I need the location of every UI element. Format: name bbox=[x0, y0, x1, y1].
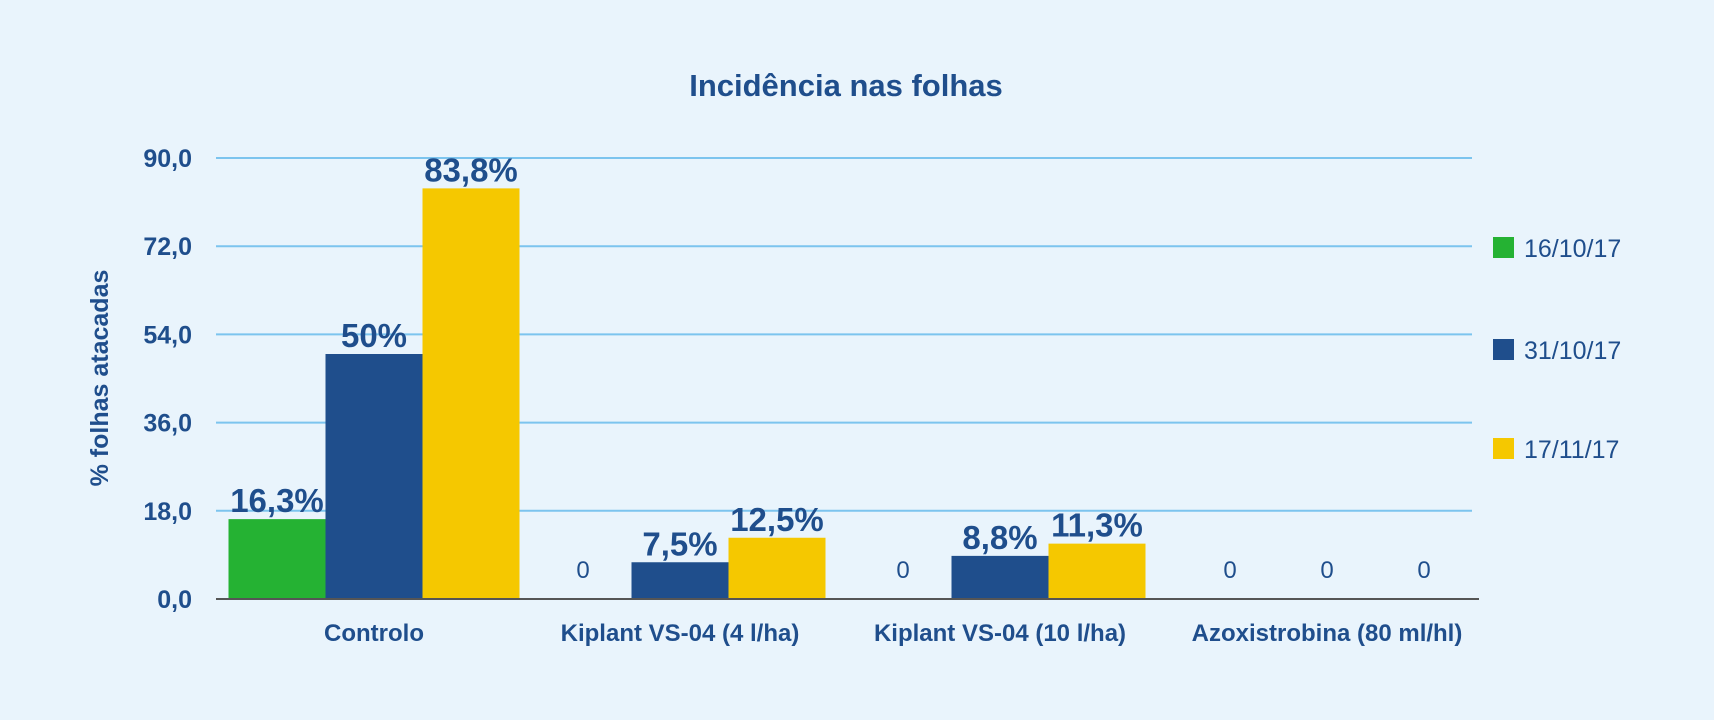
bar bbox=[1048, 543, 1146, 599]
y-tick-label: 36,0 bbox=[143, 410, 192, 438]
bar bbox=[325, 354, 423, 599]
y-tick-label: 0,0 bbox=[157, 586, 192, 614]
y-axis-ticks: 0,0 18,0 36,0 54,0 72,0 90,0 bbox=[143, 145, 192, 614]
data-label: 0 bbox=[1417, 557, 1430, 584]
x-tick-label: Controlo bbox=[324, 620, 424, 647]
x-tick-label: Azoxistrobina (80 ml/hl) bbox=[1192, 620, 1463, 647]
x-tick-label: Kiplant VS-04 (10 l/ha) bbox=[874, 620, 1126, 647]
legend: 16/10/17 31/10/17 17/11/17 bbox=[1493, 235, 1621, 464]
data-label: 50% bbox=[341, 317, 407, 354]
data-label: 16,3% bbox=[230, 482, 324, 519]
y-tick-label: 18,0 bbox=[143, 498, 192, 526]
x-axis-ticks: Controlo Kiplant VS-04 (4 l/ha) Kiplant VS… bbox=[324, 620, 1462, 647]
data-label: 0 bbox=[576, 557, 589, 584]
data-label: 0 bbox=[896, 557, 909, 584]
x-tick-label: Kiplant VS-04 (4 l/ha) bbox=[561, 620, 800, 647]
bars bbox=[228, 188, 1146, 599]
data-label: 7,5% bbox=[642, 525, 717, 562]
data-labels: 16,3% 50% 83,8% 0 7,5% 12,5% 0 8,8% 11,3% 0 0 0 bbox=[230, 151, 1430, 584]
y-tick-label: 54,0 bbox=[143, 321, 192, 349]
legend-swatch bbox=[1493, 339, 1514, 360]
bar bbox=[728, 537, 826, 599]
data-label: 12,5% bbox=[730, 501, 824, 538]
y-axis-label: % folhas atacadas bbox=[86, 270, 114, 487]
bar bbox=[631, 562, 729, 599]
bar bbox=[422, 188, 520, 599]
y-tick-label: 90,0 bbox=[143, 145, 192, 173]
data-label: 83,8% bbox=[424, 151, 518, 188]
data-label: 0 bbox=[1320, 557, 1333, 584]
legend-label: 31/10/17 bbox=[1524, 337, 1621, 365]
legend-label: 16/10/17 bbox=[1524, 235, 1621, 263]
data-label: 8,8% bbox=[962, 519, 1037, 556]
legend-swatch bbox=[1493, 237, 1514, 258]
y-tick-label: 72,0 bbox=[143, 233, 192, 261]
bar bbox=[228, 519, 326, 599]
data-label: 0 bbox=[1223, 557, 1236, 584]
legend-swatch bbox=[1493, 438, 1514, 459]
bar bbox=[951, 555, 1049, 599]
data-label: 11,3% bbox=[1051, 507, 1143, 544]
chart-title: Incidência nas folhas bbox=[689, 68, 1003, 103]
legend-label: 17/11/17 bbox=[1524, 436, 1619, 464]
